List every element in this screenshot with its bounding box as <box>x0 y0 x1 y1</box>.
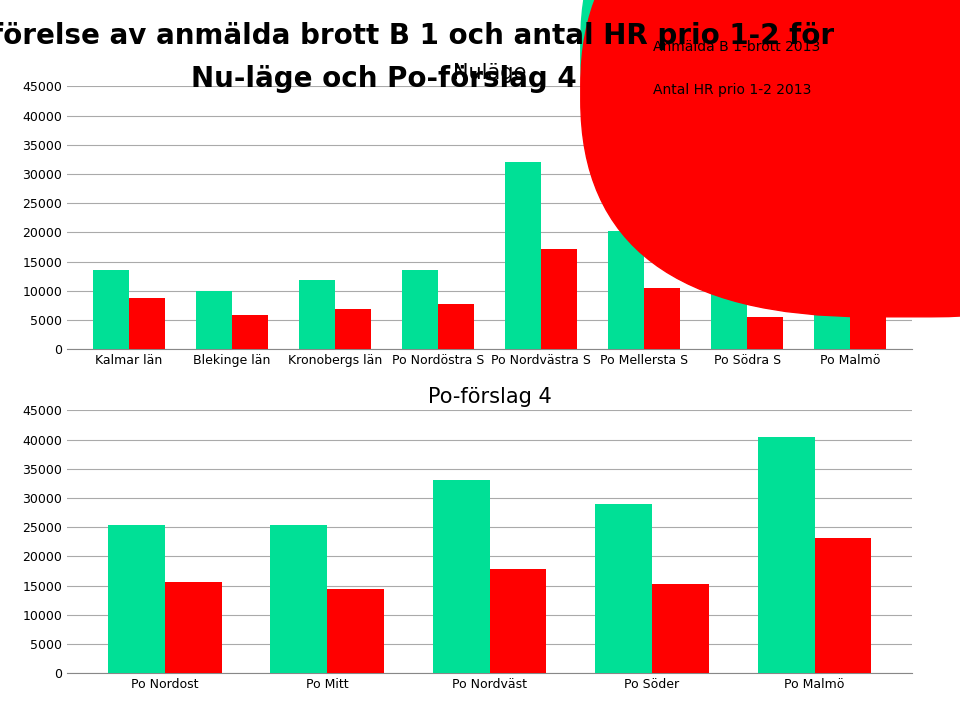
Bar <box>165 582 222 673</box>
Bar <box>129 298 165 349</box>
Bar <box>814 538 872 673</box>
Bar <box>438 305 474 349</box>
Bar <box>595 504 652 673</box>
Bar <box>747 317 783 349</box>
Text: Jämförelse av anmälda brott B 1 och antal HR prio 1-2 för: Jämförelse av anmälda brott B 1 och anta… <box>0 22 834 50</box>
Bar <box>652 584 708 673</box>
Text: Antal HR prio 1-2 2013: Antal HR prio 1-2 2013 <box>653 83 811 97</box>
Bar <box>232 315 268 349</box>
Bar <box>851 206 886 349</box>
Bar <box>644 289 681 349</box>
Bar <box>402 270 438 349</box>
Text: Nu-läge och Po-förslag 4: Nu-läge och Po-förslag 4 <box>191 65 577 93</box>
Bar <box>608 230 644 349</box>
Bar <box>327 589 384 673</box>
Bar <box>271 526 327 673</box>
Bar <box>490 569 546 673</box>
Bar <box>196 291 232 349</box>
Bar <box>711 278 747 349</box>
Bar <box>335 310 372 349</box>
Text: Anmälda B 1-brott 2013: Anmälda B 1-brott 2013 <box>653 40 820 54</box>
Bar <box>814 104 851 349</box>
Bar <box>299 280 335 349</box>
Bar <box>541 248 577 349</box>
Bar <box>757 436 814 673</box>
Bar <box>433 480 490 673</box>
Title: Nuläge: Nuläge <box>453 63 526 84</box>
Bar <box>505 162 541 349</box>
Bar <box>108 526 165 673</box>
Bar <box>93 270 129 349</box>
Title: Po-förslag 4: Po-förslag 4 <box>428 387 551 408</box>
